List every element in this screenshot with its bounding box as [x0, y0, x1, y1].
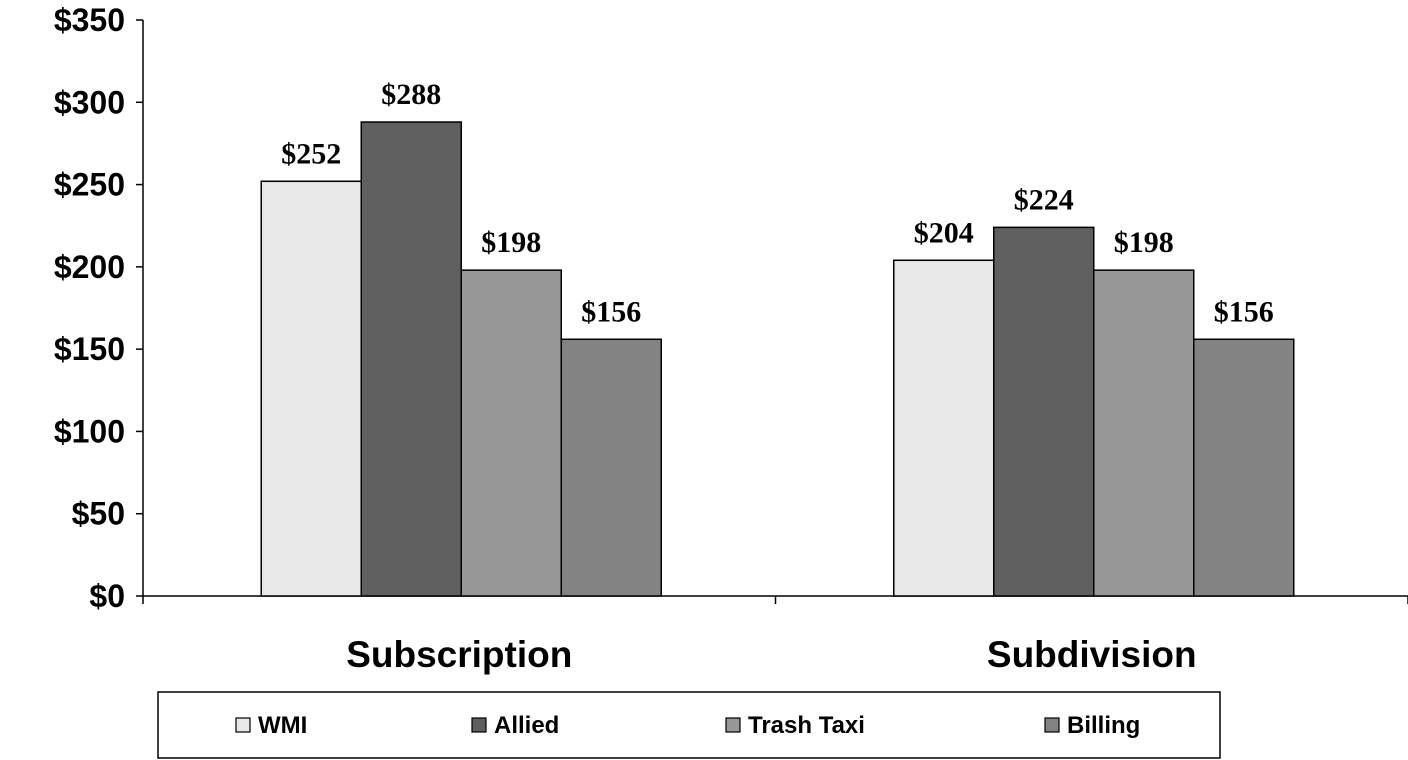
- data-label: $288: [381, 78, 441, 111]
- legend-label: Billing: [1067, 712, 1140, 739]
- y-tick-label: $200: [54, 249, 125, 285]
- bar-wmi: [893, 259, 995, 597]
- y-tick-label: $50: [72, 496, 125, 532]
- category-label: Subscription: [346, 634, 572, 675]
- data-label: $198: [1114, 226, 1174, 259]
- bar-allied: [993, 226, 1095, 597]
- legend-label: Allied: [494, 712, 559, 739]
- bar-trash-taxi: [460, 269, 562, 597]
- legend-swatch: [725, 717, 741, 733]
- bar-allied: [360, 121, 462, 597]
- data-label: $198: [481, 226, 541, 259]
- category-label: Subdivision: [987, 634, 1197, 675]
- y-tick-label: $0: [89, 578, 125, 614]
- legend-box: [157, 691, 1221, 759]
- data-label: $224: [1014, 183, 1074, 216]
- bar-billing: [1193, 338, 1295, 597]
- y-tick-label: $300: [54, 84, 125, 120]
- legend-swatch: [471, 717, 487, 733]
- y-tick-label: $100: [54, 413, 125, 449]
- data-label: $156: [581, 295, 641, 328]
- legend-swatch: [1044, 717, 1060, 733]
- bar-billing: [560, 338, 662, 597]
- plot-area: $0 $50 $100 $150 $200 $250 $300 $350 $252 $288 $19…: [54, 2, 1408, 675]
- y-tick-label: $150: [54, 331, 125, 367]
- bar-wmi: [260, 180, 362, 597]
- legend: WMI Allied Trash Taxi Billing: [157, 691, 1221, 759]
- legend-label: Trash Taxi: [748, 712, 865, 739]
- y-tick-label: $350: [54, 2, 125, 38]
- data-label: $252: [281, 137, 341, 170]
- bar-trash-taxi: [1093, 269, 1195, 597]
- data-label: $156: [1214, 295, 1274, 328]
- y-tick-label: $250: [54, 167, 125, 203]
- legend-label: WMI: [258, 712, 307, 739]
- legend-swatch: [235, 717, 251, 733]
- data-label: $204: [914, 216, 974, 249]
